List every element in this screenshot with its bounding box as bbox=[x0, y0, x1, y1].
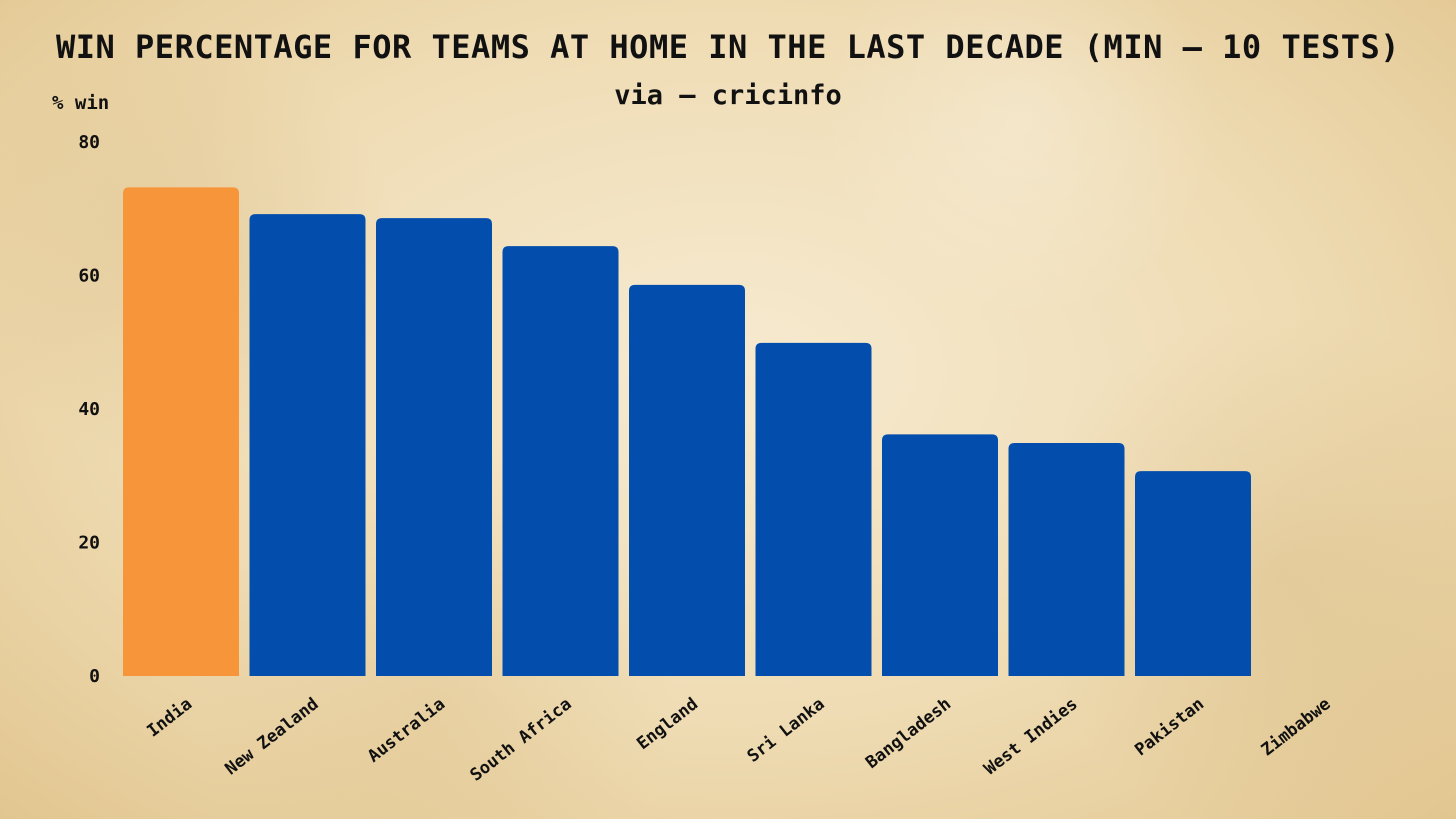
bar-south-africa bbox=[502, 246, 619, 676]
y-tick-label: 80 bbox=[78, 132, 100, 153]
x-category-label: Sri Lanka bbox=[744, 694, 829, 766]
bar-west-indies bbox=[1008, 443, 1125, 676]
bar-pakistan bbox=[1135, 471, 1251, 676]
chart-title: WIN PERCENTAGE FOR TEAMS AT HOME IN THE … bbox=[55, 28, 1401, 66]
y-tick-label: 20 bbox=[78, 533, 100, 554]
y-tick-label: 60 bbox=[78, 266, 100, 287]
bar-australia bbox=[376, 218, 492, 676]
bar-bangladesh bbox=[882, 434, 998, 676]
x-category-label: West Indies bbox=[981, 694, 1082, 779]
x-category-label: Zimbabwe bbox=[1258, 694, 1335, 760]
bar-england bbox=[629, 284, 745, 676]
y-tick-label: 40 bbox=[78, 399, 100, 420]
x-category-label: Bangladesh bbox=[862, 694, 955, 773]
x-category-label: South Africa bbox=[466, 694, 575, 785]
x-category-label: England bbox=[633, 694, 702, 754]
bar-india bbox=[123, 187, 239, 676]
x-category-label: India bbox=[143, 694, 196, 741]
y-tick-label: 0 bbox=[89, 666, 100, 687]
x-category-label: Australia bbox=[364, 694, 449, 766]
bar-new-zealand bbox=[249, 214, 366, 676]
x-category-label: New Zealand bbox=[222, 694, 323, 779]
chart-subtitle: via – cricinfo bbox=[614, 80, 842, 111]
x-category-label: Pakistan bbox=[1131, 694, 1208, 760]
bar-sri-lanka bbox=[755, 342, 872, 676]
y-axis-label: % win bbox=[52, 92, 110, 114]
